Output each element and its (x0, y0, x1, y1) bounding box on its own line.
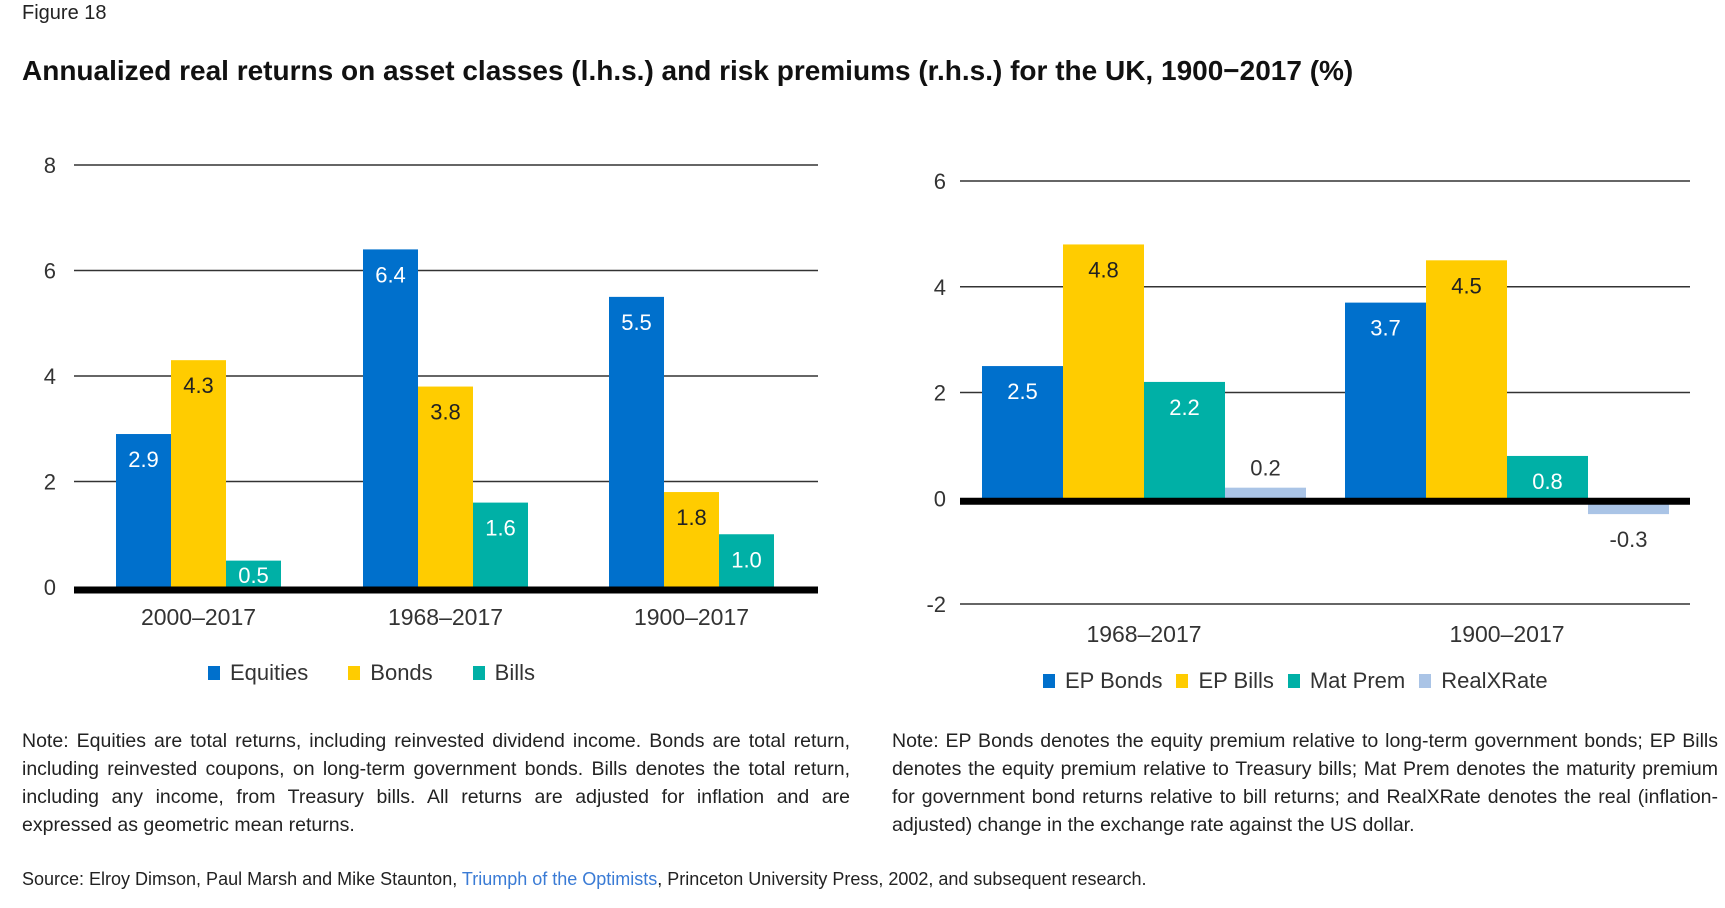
source-line: Source: Elroy Dimson, Paul Marsh and Mik… (22, 869, 1147, 890)
data-label: 0.5 (238, 563, 269, 588)
right-bar-chart: -2 0 2 4 6 2.5 4.8 2.2 0.2 1968–2017 3.7 4.5 0.8 -0.3… (926, 169, 1690, 647)
data-label: -0.3 (1610, 527, 1648, 552)
bar-bonds (171, 360, 226, 587)
y-tick-label: -2 (926, 592, 946, 617)
legend-item-equities: Equities (208, 660, 308, 686)
legend-item-bonds: Bonds (348, 660, 433, 686)
data-label: 4.3 (183, 373, 214, 398)
x-category-label: 1900–2017 (634, 604, 749, 630)
bar-mat-prem (1507, 455, 1588, 499)
source-prefix: Source: Elroy Dimson, Paul Marsh and Mik… (22, 869, 462, 889)
x-category-label: 1968–2017 (1086, 621, 1201, 647)
legend-item-realxrate: RealXRate (1419, 668, 1548, 694)
data-label: 4.8 (1088, 257, 1119, 282)
legend-swatch (1176, 674, 1189, 688)
data-label: 1.6 (485, 516, 516, 541)
bar-equities (116, 434, 171, 587)
legend-label: Equities (230, 660, 309, 685)
x-category-label: 2000–2017 (141, 604, 256, 630)
bar-bills (473, 502, 528, 587)
bar-ep-bonds (982, 366, 1063, 499)
data-label: 2.9 (128, 447, 159, 472)
y-tick-label: 0 (44, 575, 56, 600)
bar-mat-prem (1144, 381, 1225, 499)
data-label: 0.2 (1250, 456, 1281, 481)
bar-equities (609, 296, 664, 587)
data-label: 1.8 (676, 505, 707, 530)
bar-bonds (418, 386, 473, 587)
bar-ep-bills (1063, 244, 1144, 499)
left-chart-legend: Equities Bonds Bills (208, 660, 535, 686)
data-label: 0.8 (1532, 469, 1563, 494)
legend-swatch (1419, 674, 1432, 688)
bar-ep-bonds (1345, 302, 1426, 499)
left-chart-note: Note: Equities are total returns, includ… (22, 730, 850, 836)
source-suffix: , Princeton University Press, 2002, and … (657, 869, 1147, 889)
y-tick-label: 8 (44, 153, 56, 178)
bar-equities (363, 249, 418, 587)
bar-realxrate (1225, 487, 1306, 499)
x-category-label: 1968–2017 (388, 604, 503, 630)
bar-ep-bills (1426, 260, 1507, 499)
legend-label: EP Bills (1198, 668, 1274, 693)
legend-item-ep-bonds: EP Bonds (1043, 668, 1162, 694)
y-tick-label: 4 (44, 364, 56, 389)
legend-swatch (1043, 674, 1055, 688)
legend-swatch (472, 666, 485, 680)
data-label: 2.2 (1169, 395, 1200, 420)
bar-bills (226, 560, 281, 587)
legend-label: Bonds (370, 660, 433, 685)
legend-swatch (1287, 674, 1300, 688)
bar-bonds (664, 492, 719, 587)
legend-label: EP Bonds (1065, 668, 1163, 693)
data-label: 5.5 (621, 310, 652, 335)
figure-label: Figure 18 (22, 2, 107, 24)
data-label: 3.7 (1370, 316, 1401, 341)
y-tick-label: 2 (44, 470, 56, 495)
legend-item-bills: Bills (472, 660, 536, 686)
legend-item-mat-prem: Mat Prem (1287, 668, 1406, 694)
legend-label: RealXRate (1441, 668, 1548, 693)
right-chart-note: Note: EP Bonds denotes the equity premiu… (892, 730, 1718, 836)
left-bar-chart: 0 2 4 6 8 2.9 4.3 0.5 2000–2017 6.4 3.8 1.6 1968–201… (44, 153, 818, 630)
legend-item-ep-bills: EP Bills (1176, 668, 1274, 694)
data-label: 4.5 (1451, 273, 1482, 298)
data-label: 3.8 (430, 400, 461, 425)
y-tick-label: 6 (934, 169, 946, 194)
legend-swatch (348, 666, 361, 680)
source-book-link[interactable]: Triumph of the Optimists (461, 869, 658, 889)
y-tick-label: 4 (934, 275, 946, 300)
data-label: 2.5 (1007, 379, 1038, 404)
y-tick-label: 6 (44, 259, 56, 284)
x-category-label: 1900–2017 (1449, 621, 1564, 647)
legend-label: Mat Prem (1309, 668, 1406, 693)
right-chart-legend: EP Bonds EP Bills Mat Prem RealXRate (1043, 668, 1548, 694)
data-label: 1.0 (731, 547, 762, 572)
y-tick-label: 2 (934, 381, 946, 406)
y-tick-label: 0 (934, 486, 946, 511)
chart-title: Annualized real returns on asset classes… (22, 55, 1354, 86)
legend-swatch (208, 666, 220, 680)
data-label: 6.4 (375, 262, 406, 287)
bar-bills (719, 534, 774, 587)
legend-label: Bills (494, 660, 536, 685)
